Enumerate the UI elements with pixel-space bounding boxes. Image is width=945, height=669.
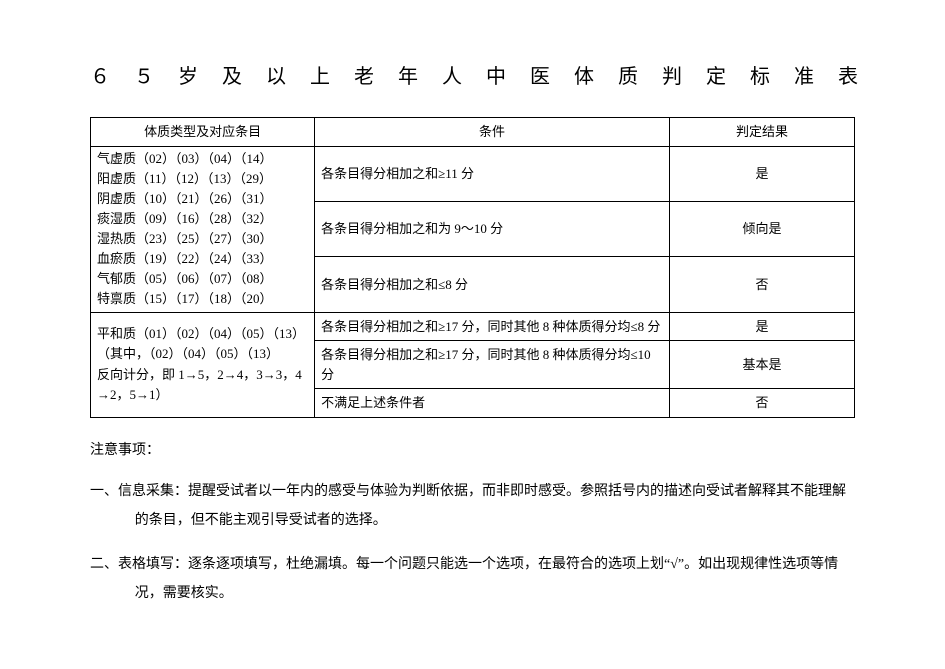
note-item: 一、信息采集：提醒受试者以一年内的感受与体验为判断依据，而非即时感受。参照括号内… <box>90 477 855 536</box>
result-cell: 基本是 <box>669 341 854 389</box>
note-item: 二、表格填写：逐条逐项填写，杜绝漏填。每一个问题只能选一个选项，在最符合的选项上… <box>90 550 855 609</box>
table-row: 平和质（01）（02）（04）（05）（13）（其中，（02）（04）（05）（… <box>91 312 855 341</box>
condition-cell: 各条目得分相加之和≤8 分 <box>315 257 670 312</box>
header-result: 判定结果 <box>669 118 854 147</box>
result-cell: 倾向是 <box>669 201 854 256</box>
page-title: ６５岁及以上老年人中医体质判定标准表 <box>90 60 855 89</box>
criteria-table: 体质类型及对应条目 条件 判定结果 气虚质（02）（03）（04）（14）阳虚质… <box>90 117 855 418</box>
condition-cell: 不满足上述条件者 <box>315 389 670 418</box>
header-type: 体质类型及对应条目 <box>91 118 315 147</box>
type-cell-group1: 气虚质（02）（03）（04）（14）阳虚质（11）（12）（13）（29）阴虚… <box>91 146 315 312</box>
table-header-row: 体质类型及对应条目 条件 判定结果 <box>91 118 855 147</box>
result-cell: 否 <box>669 389 854 418</box>
condition-cell: 各条目得分相加之和≥17 分，同时其他 8 种体质得分均≤8 分 <box>315 312 670 341</box>
condition-cell: 各条目得分相加之和≥11 分 <box>315 146 670 201</box>
notes-heading: 注意事项： <box>90 438 855 463</box>
type-cell-group2: 平和质（01）（02）（04）（05）（13）（其中，（02）（04）（05）（… <box>91 312 315 417</box>
result-cell: 是 <box>669 312 854 341</box>
table-row: 气虚质（02）（03）（04）（14）阳虚质（11）（12）（13）（29）阴虚… <box>91 146 855 201</box>
result-cell: 是 <box>669 146 854 201</box>
header-condition: 条件 <box>315 118 670 147</box>
condition-cell: 各条目得分相加之和≥17 分，同时其他 8 种体质得分均≤10 分 <box>315 341 670 389</box>
result-cell: 否 <box>669 257 854 312</box>
condition-cell: 各条目得分相加之和为 9～10 分 <box>315 201 670 256</box>
